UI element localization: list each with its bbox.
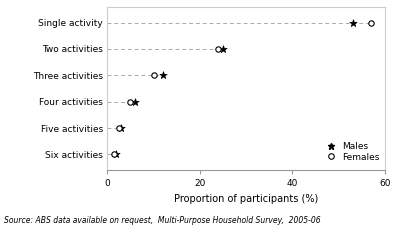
Point (368, 21, 374, 25)
Point (220, 47, 226, 51)
Point (132, 100, 138, 104)
X-axis label: Proportion of participants (%): Proportion of participants (%) (174, 194, 318, 204)
Point (113, 153, 119, 156)
Point (118, 126, 124, 130)
Point (349, 21, 356, 25)
Point (150, 74, 157, 77)
Legend: Males, Females: Males, Females (321, 141, 381, 163)
Point (215, 47, 222, 51)
Point (116, 126, 122, 130)
Point (111, 153, 118, 156)
Point (127, 100, 133, 104)
Text: Source: ABS data available on request,  Multi-Purpose Household Survey,  2005-06: Source: ABS data available on request, M… (4, 216, 321, 225)
Point (160, 74, 166, 77)
